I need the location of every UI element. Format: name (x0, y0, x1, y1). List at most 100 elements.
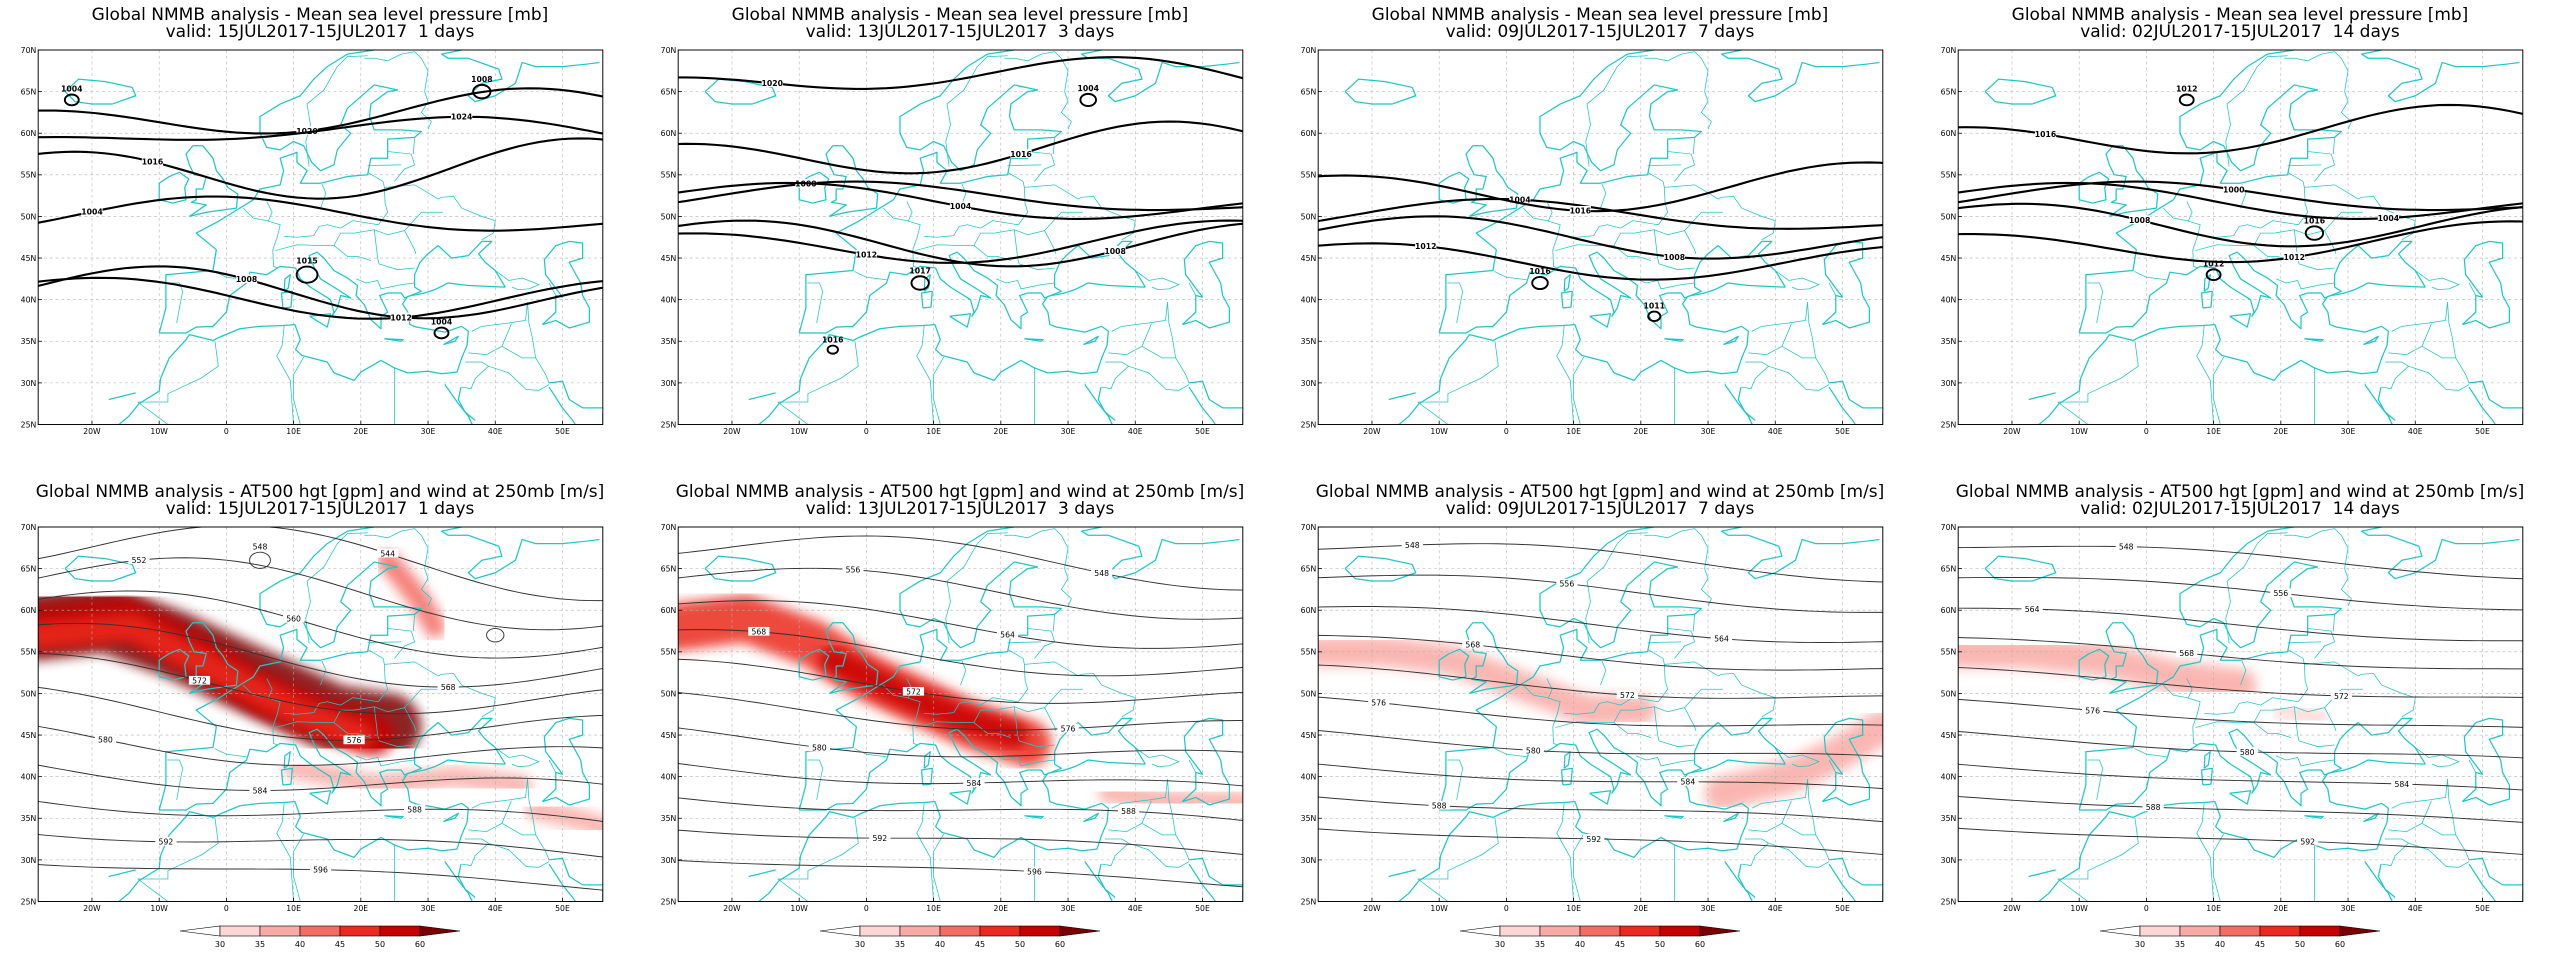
country-border (2293, 229, 2335, 271)
country-border (1741, 838, 1770, 867)
panel-title: Global NMMB analysis - Mean sea level pr… (1371, 5, 1829, 25)
closed-contour-cell (2205, 268, 2222, 282)
country-border (1775, 270, 1820, 291)
country-border (2307, 628, 2336, 659)
height-contour (1958, 763, 2523, 791)
panel-title: Global NMMB analysis - AT500 hgt [gpm] a… (1955, 482, 2525, 502)
panel-valid-period: valid: 15JUL2017-15JUL2017 1 days (165, 22, 475, 42)
lat-tick-label: 35N (21, 337, 37, 346)
lat-tick-label: 55N (21, 171, 37, 180)
colorbar-label: 50 (2295, 940, 2305, 949)
coastline (825, 145, 879, 218)
contour-label-bg (2142, 802, 2164, 812)
lat-tick-label: 30N (661, 379, 677, 388)
contour-label-bg (296, 126, 318, 135)
coastline (1984, 555, 2057, 582)
coastline (1465, 622, 1519, 695)
contour-label: 564 (1714, 635, 1729, 644)
contour-label: 1004 (81, 208, 103, 217)
wind-jet-shading (1318, 636, 1656, 725)
coastline (2079, 717, 2426, 811)
country-border (1585, 55, 1648, 167)
country-border (495, 747, 540, 768)
map-canvas: 1004 1008 1012 1016 1016 1011 20W 10W 0 10E 20E 30E… (1301, 46, 1884, 436)
contour-label-bg (1663, 252, 1686, 261)
coastline (1398, 759, 1786, 902)
country-border (2057, 401, 2090, 425)
isobar (38, 137, 603, 200)
height-contour (678, 763, 1243, 787)
cell-label: 1004 (1077, 84, 1099, 93)
country-border (1807, 779, 1817, 835)
coastline (185, 622, 239, 695)
country-border (1522, 684, 1561, 746)
lat-tick-label: 30N (1301, 856, 1317, 865)
coastline (899, 527, 1038, 649)
lon-tick-label: 50E (1835, 904, 1850, 913)
height-contour (38, 590, 603, 659)
country-border (1141, 345, 1190, 384)
country-border (1585, 532, 1648, 644)
coastline (2468, 863, 2523, 902)
lat-tick-label: 45N (21, 254, 37, 263)
lat-tick-label: 25N (661, 420, 677, 429)
country-border (2275, 278, 2335, 290)
lon-tick-label: 40E (2408, 427, 2423, 436)
country-border (387, 628, 416, 659)
contour-label-bg (155, 836, 177, 846)
colorbar-label: 60 (1695, 940, 1705, 949)
isobar (38, 265, 603, 320)
country-border (529, 907, 603, 951)
lon-tick-label: 40E (1768, 904, 1783, 913)
coastline (899, 50, 1038, 172)
coastline (108, 392, 136, 401)
height-contour (678, 829, 1243, 855)
contour-label: 568 (441, 683, 456, 692)
country-border (284, 220, 379, 238)
colorbar-swatch (1059, 925, 1101, 937)
contour-label-bg (437, 682, 459, 692)
country-border (1775, 747, 1820, 768)
isobar (1318, 161, 1883, 213)
colorbar-swatch (379, 925, 421, 937)
coastline (1097, 863, 1116, 898)
coastline (1560, 290, 1573, 309)
contour-label: 556 (846, 566, 861, 575)
contour-label: 556 (2273, 589, 2288, 598)
contour-label-bg (451, 112, 473, 121)
colorbar-swatch (1699, 925, 1741, 937)
country-border (364, 51, 432, 130)
colorbar-label: 30 (1495, 940, 1505, 949)
contour-label-bg (2223, 184, 2245, 194)
contour-label-bg (869, 833, 891, 842)
lat-tick-label: 40N (21, 296, 37, 305)
wind-speed-colorbar: 30 35 40 45 50 60 (179, 925, 461, 949)
isobar (1958, 220, 2523, 264)
contour-label-bg (2391, 779, 2413, 788)
contour-label: 592 (159, 838, 174, 847)
wind-jet-shading (1704, 709, 1883, 811)
height-contour (38, 800, 603, 822)
lat-tick-label: 25N (1941, 897, 1957, 906)
lat-tick-label: 70N (661, 523, 677, 532)
country-border (1741, 361, 1770, 390)
country-border (2134, 748, 2167, 758)
contour-label-bg (2377, 213, 2399, 222)
country-border (364, 528, 432, 607)
country-border (242, 207, 281, 269)
lon-tick-label: 0 (864, 427, 869, 436)
coastline (118, 282, 506, 425)
country-border (1647, 648, 1669, 703)
country-border (1052, 615, 1055, 632)
country-border (1647, 641, 1682, 644)
contour-label-bg (282, 613, 305, 623)
lon-tick-label: 50E (1835, 427, 1850, 436)
contour-label: 584 (1681, 778, 1696, 787)
lat-tick-label: 30N (21, 856, 37, 865)
coastline (2363, 812, 2379, 823)
contour-label-bg (902, 686, 925, 696)
cell-label: 548 (253, 542, 268, 551)
coastline (825, 622, 879, 695)
coastline (259, 50, 398, 172)
lat-tick-label: 40N (661, 773, 677, 782)
